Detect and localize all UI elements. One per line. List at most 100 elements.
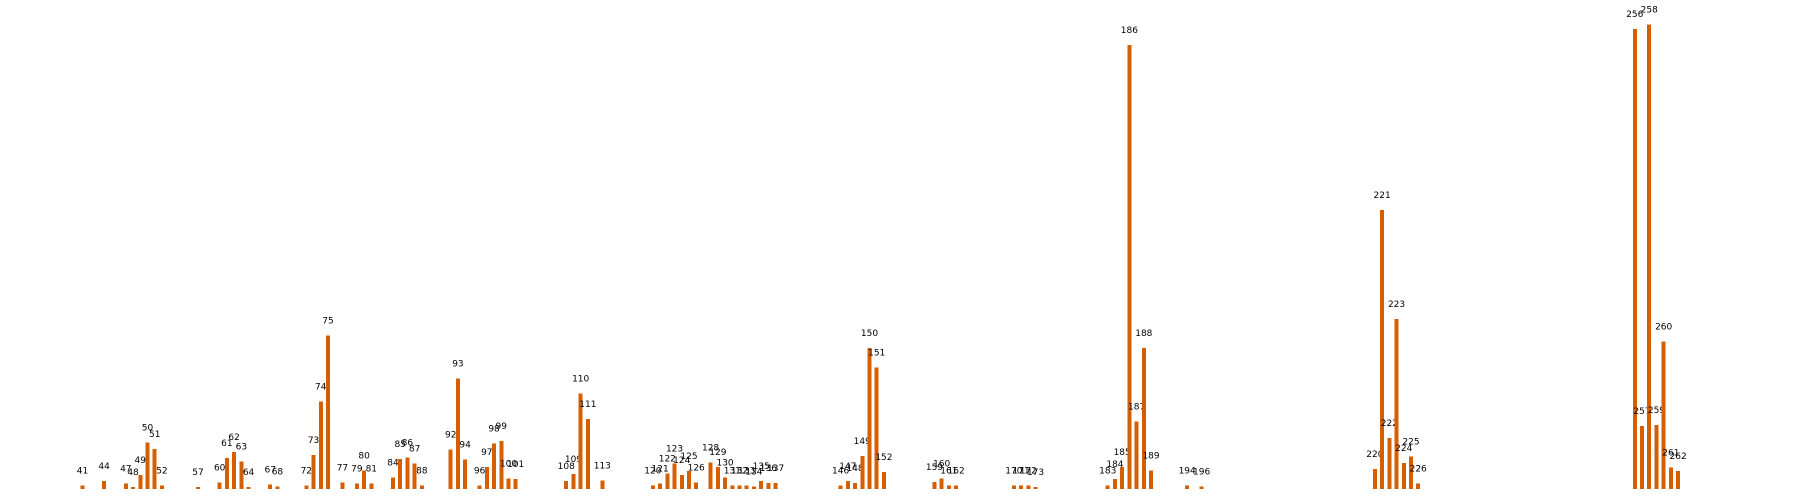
bar-63 <box>239 461 244 489</box>
bar-label-147: 147 <box>839 462 856 472</box>
bar-label-260: 260 <box>1655 323 1672 333</box>
bar-110 <box>578 393 583 489</box>
bar-label-79: 79 <box>351 465 363 475</box>
bar-220 <box>1372 469 1377 489</box>
bar-label-113: 113 <box>594 462 611 472</box>
bar-62 <box>232 452 237 489</box>
bar-label-123: 123 <box>666 444 683 454</box>
bar-52 <box>159 485 164 489</box>
bar-label-187: 187 <box>1128 403 1145 413</box>
bar-label-98: 98 <box>488 424 500 434</box>
bar-80 <box>362 470 367 489</box>
bar-122 <box>665 473 670 489</box>
bar-189 <box>1149 470 1154 489</box>
bar-172 <box>1026 485 1031 489</box>
bar-73 <box>311 454 316 489</box>
bar-159 <box>932 481 937 489</box>
bar-132 <box>737 485 742 489</box>
bar-149 <box>860 456 865 489</box>
bar-135 <box>759 481 764 489</box>
bar-74 <box>318 401 323 489</box>
bar-label-88: 88 <box>416 466 428 476</box>
bar-label-94: 94 <box>459 441 471 451</box>
bar-label-184: 184 <box>1106 460 1123 470</box>
bar-label-49: 49 <box>135 456 147 466</box>
bar-label-172: 172 <box>1020 466 1037 476</box>
bar-129 <box>715 467 720 489</box>
bar-223 <box>1394 318 1399 489</box>
bar-136 <box>766 483 771 489</box>
bar-label-220: 220 <box>1366 450 1383 460</box>
bar-226 <box>1416 483 1421 489</box>
bar-label-68: 68 <box>272 467 284 477</box>
bar-64 <box>246 486 251 489</box>
bar-label-74: 74 <box>315 383 327 393</box>
bar-label-150: 150 <box>861 329 878 339</box>
bar-label-185: 185 <box>1114 448 1131 458</box>
bar-label-87: 87 <box>409 445 420 455</box>
bar-48 <box>131 486 136 489</box>
bar-99 <box>499 441 504 489</box>
bar-44 <box>102 481 107 489</box>
bar-label-159: 159 <box>926 463 943 473</box>
bar-label-44: 44 <box>98 462 110 472</box>
bar-label-128: 128 <box>702 443 719 453</box>
bar-170 <box>1011 485 1016 489</box>
bar-label-97: 97 <box>481 448 492 458</box>
bar-label-161: 161 <box>940 466 957 476</box>
bar-label-41: 41 <box>77 466 88 476</box>
bar-label-171: 171 <box>1013 466 1030 476</box>
bar-137 <box>773 482 778 489</box>
bar-label-223: 223 <box>1388 300 1405 310</box>
bar-label-259: 259 <box>1648 406 1665 416</box>
bar-108 <box>564 481 569 489</box>
bar-151 <box>874 367 879 489</box>
bar-120 <box>650 485 655 489</box>
bar-111 <box>585 418 590 489</box>
bar-label-135: 135 <box>753 462 770 472</box>
bar-47 <box>123 483 128 489</box>
bar-147 <box>845 481 850 489</box>
bar-label-226: 226 <box>1410 465 1427 475</box>
bar-label-80: 80 <box>358 451 370 461</box>
bar-label-148: 148 <box>846 464 863 474</box>
bar-162 <box>954 485 959 489</box>
bar-label-183: 183 <box>1099 466 1116 476</box>
bar-label-50: 50 <box>142 423 154 433</box>
bar-label-221: 221 <box>1374 191 1391 201</box>
bar-label-52: 52 <box>156 466 167 476</box>
bar-50 <box>145 442 150 489</box>
bar-label-258: 258 <box>1641 6 1658 16</box>
bar-184 <box>1112 479 1117 489</box>
bar-label-57: 57 <box>192 468 203 478</box>
bar-label-108: 108 <box>558 462 575 472</box>
bar-label-225: 225 <box>1402 438 1419 448</box>
bar-label-122: 122 <box>659 454 676 464</box>
bar-261 <box>1668 467 1673 489</box>
bar-100 <box>506 478 511 489</box>
bar-171 <box>1019 485 1024 489</box>
bar-label-63: 63 <box>236 442 247 452</box>
bar-133 <box>744 485 749 489</box>
bar-262 <box>1676 471 1681 489</box>
bar-label-75: 75 <box>322 316 333 326</box>
bar-61 <box>224 457 229 489</box>
bar-label-173: 173 <box>1027 468 1044 478</box>
bar-96 <box>477 485 482 489</box>
bar-148 <box>853 483 858 489</box>
bar-125 <box>686 470 691 489</box>
bar-label-77: 77 <box>337 463 348 473</box>
bar-label-61: 61 <box>221 439 232 449</box>
bar-label-51: 51 <box>149 430 160 440</box>
bar-label-136: 136 <box>760 464 777 474</box>
bar-label-72: 72 <box>301 466 312 476</box>
bar-101 <box>513 479 518 489</box>
bar-label-151: 151 <box>868 348 885 358</box>
bar-224 <box>1401 462 1406 489</box>
bar-label-256: 256 <box>1626 10 1643 20</box>
bar-85 <box>398 458 403 489</box>
bar-88 <box>419 485 424 489</box>
bar-124 <box>679 475 684 489</box>
bar-label-160: 160 <box>933 459 950 469</box>
bar-113 <box>600 480 605 489</box>
